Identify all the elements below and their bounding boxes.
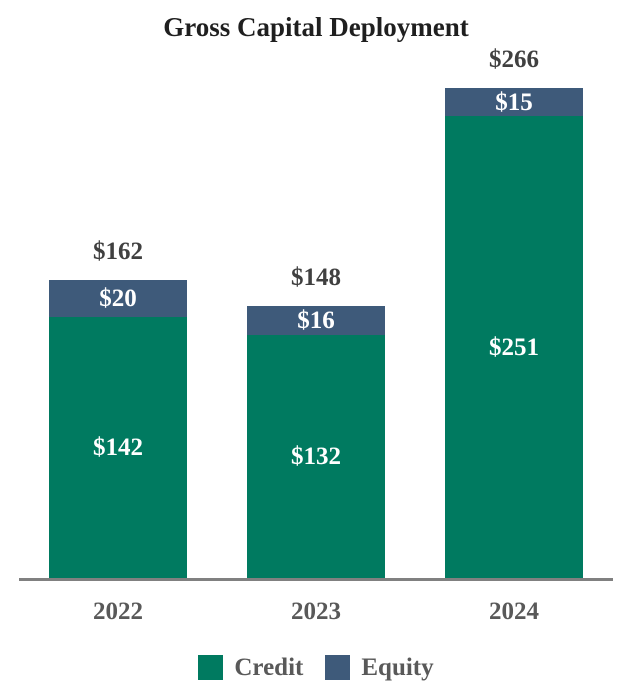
bar-segment-equity: $16	[247, 306, 385, 335]
segment-value-label: $20	[99, 285, 137, 312]
legend-label: Equity	[361, 654, 434, 681]
x-axis-line	[19, 578, 613, 581]
x-axis-label-2024: 2024	[489, 598, 539, 625]
bar-segment-credit: $142	[49, 317, 187, 578]
x-axis-label-2023: 2023	[291, 598, 341, 625]
bar-group-2023: $148 $16 $132	[247, 264, 385, 578]
legend-swatch-credit	[198, 655, 224, 680]
legend-label: Credit	[234, 654, 304, 681]
segment-value-label: $251	[489, 333, 539, 361]
bar-total-label: $148	[291, 264, 341, 291]
bar-segment-equity: $20	[49, 280, 187, 317]
legend-item-equity: Equity	[325, 654, 434, 681]
x-axis-label-2022: 2022	[93, 598, 143, 625]
chart-title: Gross Capital Deployment	[163, 12, 469, 42]
segment-value-label: $16	[297, 307, 335, 334]
legend-item-credit: Credit	[198, 655, 303, 680]
segment-value-label: $15	[495, 88, 533, 116]
segment-value-label: $142	[93, 434, 143, 461]
bar-segment-equity: $15	[445, 88, 583, 116]
bar-total-label: $162	[93, 238, 143, 265]
legend: Credit Equity	[0, 655, 632, 680]
bar-group-2022: $162 $20 $142	[49, 238, 187, 578]
bar-segment-credit: $251	[445, 116, 583, 578]
legend-swatch-equity	[325, 655, 351, 680]
bar-segment-credit: $132	[247, 335, 385, 578]
bar-group-2024: $266 $15 $251	[445, 46, 583, 578]
bar-total-label: $266	[489, 46, 539, 73]
segment-value-label: $132	[291, 443, 341, 470]
